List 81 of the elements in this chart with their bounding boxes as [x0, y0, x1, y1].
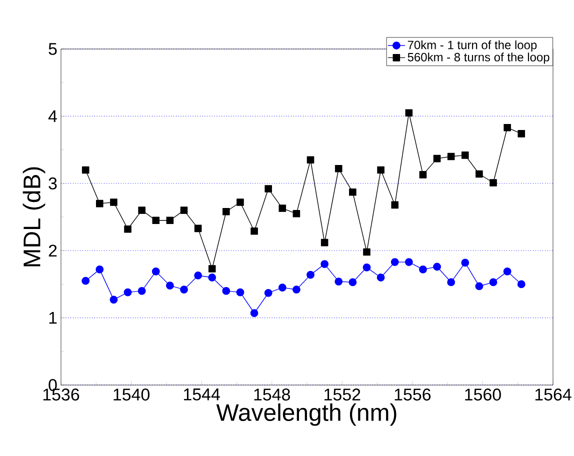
- x-tick-label: 1536: [43, 388, 80, 401]
- point: [166, 216, 174, 224]
- point: [264, 185, 272, 192]
- point: [419, 171, 427, 178]
- point: [222, 286, 230, 295]
- point: [222, 208, 230, 216]
- point: [390, 258, 399, 266]
- x-tick-label: 1564: [535, 388, 572, 401]
- point: [503, 267, 512, 276]
- point: [349, 188, 356, 196]
- point: [433, 262, 441, 271]
- point: [152, 267, 160, 276]
- x-tick-label: 1548: [254, 388, 290, 401]
- x-tick-label: 1560: [465, 388, 501, 401]
- point: [363, 248, 370, 256]
- point: [348, 278, 357, 286]
- point: [447, 152, 455, 160]
- point: [110, 198, 118, 206]
- point: [334, 278, 343, 286]
- point: [433, 154, 441, 162]
- point: [489, 278, 498, 286]
- point: [152, 216, 160, 224]
- x-tick-label: 1556: [394, 388, 431, 401]
- point: [320, 238, 328, 246]
- point: [405, 109, 413, 116]
- point: [377, 166, 384, 174]
- point: [306, 270, 314, 279]
- point: [391, 201, 399, 209]
- point: [264, 289, 272, 297]
- point: [250, 227, 258, 235]
- point: [82, 166, 90, 174]
- point: [517, 280, 526, 288]
- point: [462, 152, 469, 159]
- point: [475, 282, 484, 290]
- point: [236, 198, 244, 206]
- point: [504, 124, 511, 132]
- point: [376, 274, 385, 282]
- x-tick-label: 1540: [114, 388, 150, 401]
- point: [461, 258, 470, 267]
- point: [490, 179, 497, 186]
- point: [110, 296, 118, 304]
- point: [278, 204, 286, 212]
- y-tick-label: 5: [48, 43, 57, 55]
- y-tick-label: 3: [48, 177, 57, 190]
- point: [447, 278, 456, 286]
- legend-label: 560km - 8 turns of the loop: [408, 52, 550, 64]
- point: [96, 200, 104, 208]
- point: [194, 224, 202, 232]
- point: [166, 282, 174, 290]
- x-tick-label: 1544: [184, 388, 220, 400]
- point: [250, 309, 258, 318]
- point: [419, 265, 427, 274]
- point: [306, 156, 314, 164]
- y-tick-label: 2: [48, 244, 57, 257]
- y-axis-title: MDL (dB): [22, 167, 46, 266]
- point: [236, 288, 244, 296]
- point: [124, 288, 132, 296]
- point: [518, 130, 526, 138]
- point: [208, 274, 216, 282]
- point: [194, 272, 202, 280]
- point: [124, 225, 132, 233]
- point: [180, 206, 188, 214]
- point: [278, 284, 286, 292]
- point: [320, 260, 329, 268]
- point: [138, 286, 146, 295]
- point: [362, 263, 371, 272]
- point: [138, 206, 146, 214]
- x-axis-title: Wavelength (nm): [216, 403, 396, 426]
- point: [476, 170, 483, 178]
- y-tick-label: 1: [49, 312, 57, 324]
- point: [404, 258, 413, 266]
- point: [208, 265, 216, 272]
- point: [96, 265, 104, 274]
- x-tick-label: 1552: [324, 388, 360, 401]
- y-tick-label: 4: [48, 110, 57, 122]
- point: [334, 164, 342, 172]
- point: [82, 276, 90, 285]
- legend-label: 70km - 1 turn of the loop: [408, 40, 537, 52]
- point: [180, 286, 188, 294]
- point: [292, 210, 300, 218]
- point: [292, 286, 300, 294]
